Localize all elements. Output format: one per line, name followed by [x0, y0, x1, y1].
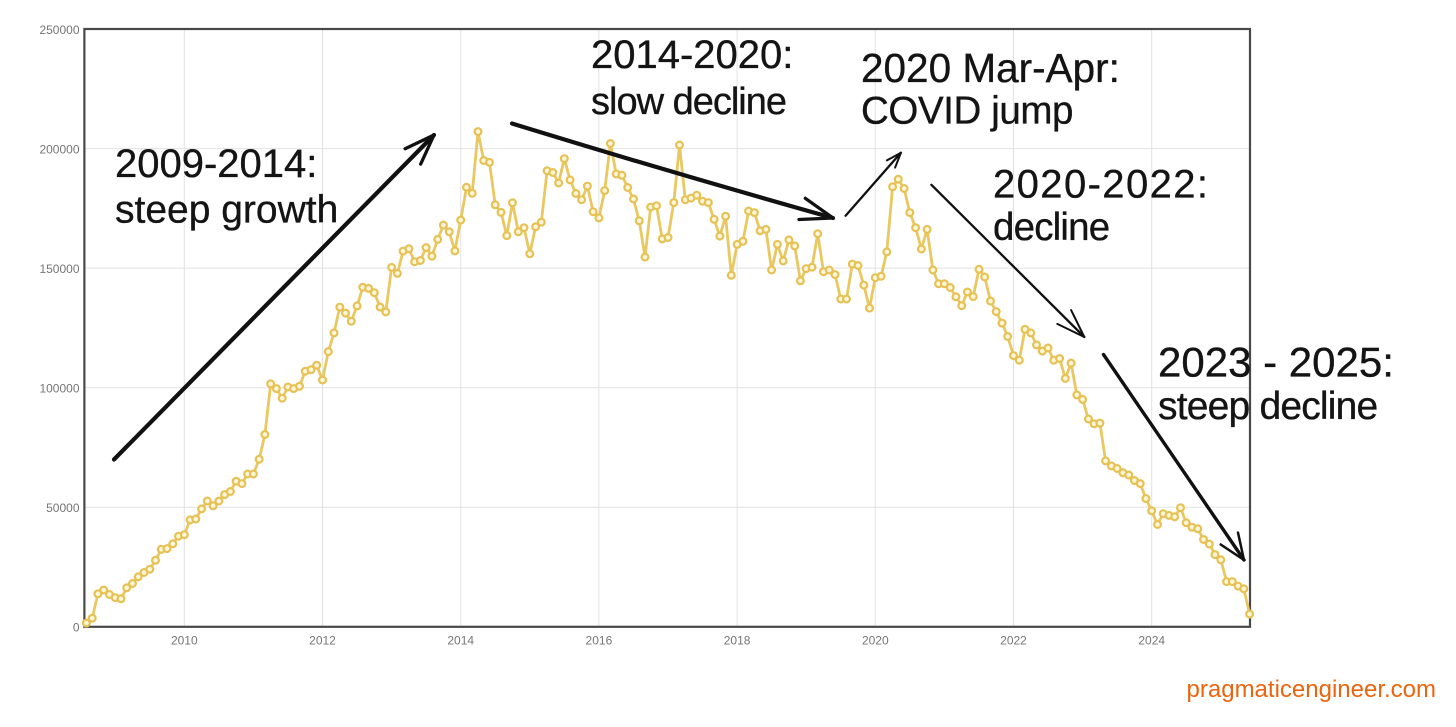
svg-text:2022: 2022 [1000, 634, 1027, 648]
svg-text:250000: 250000 [39, 23, 79, 37]
svg-text:50000: 50000 [46, 501, 80, 515]
svg-text:2014: 2014 [447, 634, 474, 648]
svg-text:2014-2020:: 2014-2020: [591, 33, 793, 77]
svg-text:2024: 2024 [1138, 634, 1165, 648]
svg-text:slow decline: slow decline [591, 81, 786, 123]
svg-text:0: 0 [73, 621, 80, 635]
svg-text:steep growth: steep growth [115, 189, 338, 232]
svg-text:150000: 150000 [39, 262, 79, 276]
svg-text:steep decline: steep decline [1158, 385, 1377, 428]
svg-text:2020 Mar-Apr:: 2020 Mar-Apr: [861, 45, 1120, 91]
svg-text:2020: 2020 [862, 634, 889, 648]
svg-text:2009-2014:: 2009-2014: [115, 142, 317, 186]
svg-text:100000: 100000 [39, 382, 79, 396]
svg-text:pragmaticengineer.com: pragmaticengineer.com [1187, 676, 1436, 703]
svg-text:2018: 2018 [724, 634, 751, 648]
svg-text:2010: 2010 [171, 634, 198, 648]
svg-text:200000: 200000 [39, 142, 79, 156]
svg-text:2023 - 2025:: 2023 - 2025: [1158, 339, 1394, 386]
svg-text:2016: 2016 [586, 634, 613, 648]
svg-text:2020-2022:: 2020-2022: [993, 163, 1209, 207]
svg-text:COVID jump: COVID jump [861, 90, 1073, 133]
svg-text:2012: 2012 [309, 634, 336, 648]
svg-text:decline: decline [993, 206, 1109, 249]
